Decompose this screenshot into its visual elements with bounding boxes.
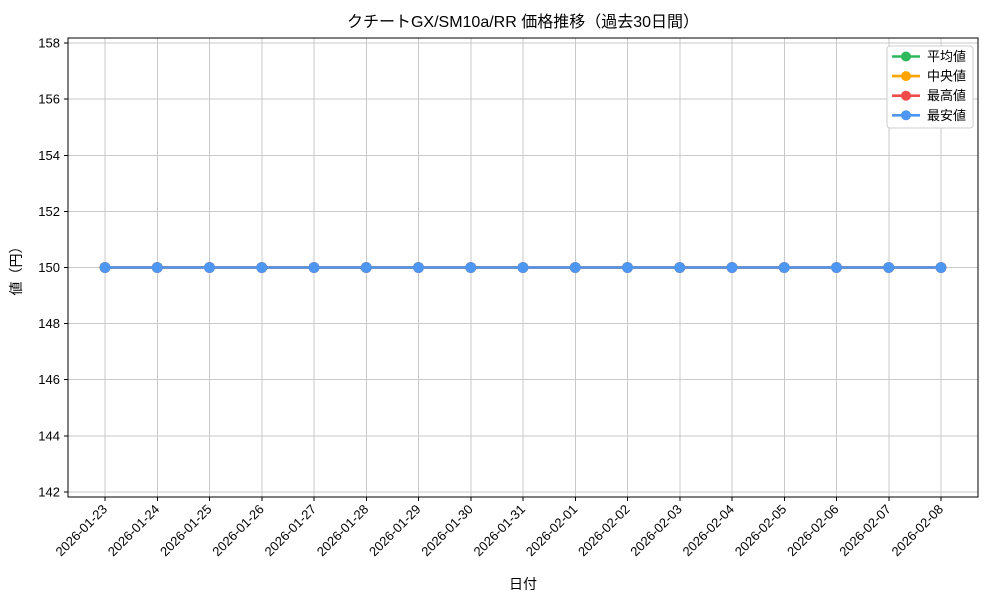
y-tick-label: 154 bbox=[38, 148, 60, 163]
data-point-marker bbox=[831, 262, 842, 273]
series-3 bbox=[99, 262, 947, 273]
legend-sample-marker-icon bbox=[901, 90, 911, 101]
legend-item: 中央値 bbox=[892, 69, 966, 84]
data-point-marker bbox=[517, 262, 529, 273]
data-point-marker bbox=[360, 262, 372, 273]
x-tick-label: 2026-01-25 bbox=[157, 502, 215, 560]
legend-item-label: 中央値 bbox=[927, 69, 966, 84]
x-tick-label: 2026-01-31 bbox=[470, 502, 528, 560]
x-axis-label: 日付 bbox=[509, 576, 537, 592]
data-point-marker bbox=[413, 262, 424, 273]
data-point-marker bbox=[465, 262, 477, 273]
data-point-marker bbox=[778, 262, 790, 273]
legend-sample-marker-icon bbox=[901, 110, 911, 121]
data-point-marker bbox=[935, 262, 947, 273]
data-point-marker bbox=[151, 262, 163, 273]
legend-item-label: 最高値 bbox=[927, 88, 966, 103]
x-tick-label: 2026-02-03 bbox=[627, 502, 685, 560]
y-tick-label: 152 bbox=[38, 204, 60, 219]
x-tick-labels: 2026-01-232026-01-242026-01-252026-01-26… bbox=[52, 502, 946, 560]
data-point-marker bbox=[726, 262, 738, 273]
legend-sample-marker-icon bbox=[901, 71, 911, 82]
y-tick-label: 150 bbox=[38, 260, 60, 275]
data-point-marker bbox=[99, 262, 111, 273]
x-tick-label: 2026-02-02 bbox=[575, 502, 633, 560]
x-tick-label: 2026-01-28 bbox=[314, 502, 372, 560]
x-tick-label: 2026-02-01 bbox=[523, 502, 581, 560]
y-tick-label: 156 bbox=[38, 92, 60, 107]
x-tick-label: 2026-01-29 bbox=[366, 502, 424, 560]
x-tick-label: 2026-02-04 bbox=[679, 502, 737, 560]
legend-item-label: 平均値 bbox=[927, 49, 966, 64]
x-tick-label: 2026-02-07 bbox=[836, 502, 894, 560]
legend-box bbox=[886, 45, 974, 129]
data-point-marker bbox=[308, 262, 320, 273]
legend-sample-marker-icon bbox=[901, 51, 911, 62]
x-tick-label: 2026-02-08 bbox=[888, 502, 946, 560]
y-tick-label: 148 bbox=[38, 316, 60, 331]
x-tick-label: 2026-01-26 bbox=[209, 502, 267, 560]
data-point-marker bbox=[256, 262, 268, 273]
x-tick-label: 2026-01-24 bbox=[105, 502, 163, 560]
legend-item: 平均値 bbox=[892, 49, 966, 64]
y-tick-labels: 142 144 146 148 150 152 154 156 158 bbox=[38, 36, 60, 500]
y-tick-label: 146 bbox=[38, 372, 60, 387]
data-point-marker bbox=[622, 262, 633, 273]
chart-title: クチートGX/SM10a/RR 価格推移（過去30日間） bbox=[347, 13, 699, 31]
legend-item-label: 最安値 bbox=[927, 108, 966, 123]
x-tick-label: 2026-01-30 bbox=[418, 502, 476, 560]
y-tick-label: 158 bbox=[38, 36, 60, 51]
x-tick-label: 2026-02-06 bbox=[784, 502, 842, 560]
series-group bbox=[99, 262, 947, 273]
x-tick-label: 2026-01-27 bbox=[261, 502, 319, 560]
data-point-marker bbox=[883, 262, 895, 273]
legend-item: 最安値 bbox=[892, 108, 966, 123]
data-point-marker bbox=[204, 262, 215, 273]
y-tick-label: 144 bbox=[38, 428, 60, 443]
x-tick-label: 2026-02-05 bbox=[732, 502, 790, 560]
data-point-marker bbox=[569, 262, 581, 273]
y-axis-label: 値（円） bbox=[8, 240, 24, 296]
y-tick-label: 142 bbox=[38, 484, 60, 499]
data-point-marker bbox=[674, 262, 686, 273]
x-tick-label: 2026-01-23 bbox=[52, 502, 110, 560]
plot-border bbox=[67, 37, 979, 498]
legend-item: 最高値 bbox=[892, 88, 966, 103]
tick-marks bbox=[64, 42, 942, 501]
